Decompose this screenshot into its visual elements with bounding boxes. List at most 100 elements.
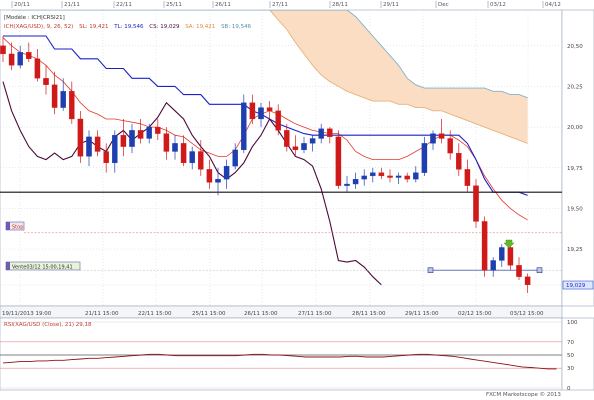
price-axis: 20,50 20,25 20,00 19,75 19,50 19,25 19,029 — [562, 44, 594, 290]
candle-body — [266, 107, 273, 111]
bottom-axis-label: 19/11/2013 19:00 — [2, 311, 52, 317]
candle-body — [8, 53, 15, 66]
candle-body — [60, 91, 66, 108]
candle-body — [189, 151, 195, 164]
candle-body — [516, 265, 522, 277]
candle — [223, 159, 230, 189]
model-label: [Modèle : ICH|CRSI21] — [4, 14, 65, 21]
candle — [137, 118, 144, 144]
candle-body — [507, 247, 514, 266]
candle — [438, 118, 445, 144]
candle-body — [395, 175, 402, 178]
candle-body — [447, 138, 453, 154]
candle-body — [352, 178, 359, 185]
top-axis-label: 21/11 — [64, 2, 80, 8]
stop-tag-label: Stop — [12, 225, 23, 231]
chikou-span-line — [2, 81, 382, 286]
candle-body — [249, 102, 256, 120]
price-tick-label: 20,00 — [567, 125, 583, 131]
current-price-label: 19,029 — [566, 283, 586, 289]
candle-body — [292, 146, 299, 151]
indicator-tl: TL: 19,546 — [113, 24, 144, 30]
senkou-span-a-line — [11, 10, 528, 144]
candle — [352, 172, 359, 189]
candle — [43, 65, 49, 95]
top-axis-label: 03/12 — [490, 2, 506, 8]
top-axis-label: 22/11 — [116, 2, 132, 8]
current-price-tag — [562, 280, 594, 290]
candle-body — [464, 169, 471, 186]
candle — [120, 118, 127, 157]
indicator-legend: ICH(XAG/USD), 9, 26, 52) SL: 19,421 TL: … — [4, 24, 252, 30]
candle-body — [120, 135, 127, 147]
candle-body — [327, 128, 333, 138]
candle — [34, 49, 41, 82]
top-axis-label: 29/11 — [383, 2, 399, 8]
candle-body — [137, 130, 144, 139]
candle-body — [172, 143, 178, 152]
candle — [266, 101, 273, 119]
candle-body — [456, 152, 462, 170]
candle-body — [180, 143, 187, 164]
indicator-sa: SA: 19,421 — [185, 24, 215, 30]
top-axis-label: 04/12 — [545, 2, 561, 8]
candle-body — [370, 172, 376, 177]
top-axis-label: Dec — [438, 2, 449, 8]
candle — [180, 135, 187, 167]
candle — [0, 36, 6, 63]
candle — [344, 175, 350, 193]
candle-body — [490, 260, 496, 271]
candle — [146, 123, 152, 144]
candle — [232, 143, 238, 170]
candle — [172, 135, 178, 160]
candle — [163, 127, 170, 160]
rsi-tick-label: 0 — [567, 386, 571, 392]
rsi-panel — [0, 317, 563, 391]
candle — [524, 273, 531, 293]
candle-body — [404, 175, 410, 180]
candle — [275, 104, 281, 136]
candle-body — [344, 183, 350, 186]
price-tick-label: 20,25 — [567, 84, 583, 90]
top-axis-label: 28/11 — [332, 2, 348, 8]
order-handle-left[interactable] — [427, 267, 434, 274]
candle-body — [309, 138, 316, 144]
candles — [0, 36, 531, 293]
candle-body — [223, 165, 230, 180]
candle-body — [524, 276, 531, 286]
candle — [370, 167, 376, 183]
candle — [361, 169, 367, 186]
senkou-span-b-line — [11, 10, 528, 99]
candle-body — [43, 78, 49, 85]
candle — [51, 71, 58, 115]
candle-body — [198, 151, 204, 170]
candle — [404, 172, 410, 183]
top-axis-label: 25/11 — [166, 2, 182, 8]
candle — [387, 169, 393, 183]
candle — [77, 110, 84, 163]
candle — [241, 94, 247, 154]
rsi-axis-panel — [561, 317, 594, 391]
candle-body — [163, 133, 170, 152]
candle — [292, 135, 299, 157]
candle — [301, 136, 307, 154]
bottom-axis-label: 21/11 15:00 — [85, 311, 119, 317]
candle-body — [69, 91, 75, 120]
candle — [69, 81, 75, 124]
rsi-tick-label: 70 — [567, 340, 574, 346]
bottom-axis-label: 28/11 15:00 — [352, 311, 386, 317]
bottom-time-axis: 19/11/2013 19:00 21/11 15:00 22/11 15:00 25… — [2, 311, 544, 317]
order-handle-right[interactable] — [536, 267, 543, 274]
candle-body — [318, 128, 324, 139]
bottom-axis-label: 25/11 15:00 — [192, 311, 226, 317]
candle-body — [0, 45, 6, 55]
rsi-indicator: 100 70 50 30 0 — [0, 320, 578, 392]
candle — [456, 143, 462, 176]
candle — [327, 127, 333, 144]
top-axis-label: 20/11 — [14, 2, 30, 8]
candle-body — [473, 185, 479, 222]
bottom-axis-label: 26/11 15:00 — [244, 311, 278, 317]
candle-body — [378, 172, 385, 177]
